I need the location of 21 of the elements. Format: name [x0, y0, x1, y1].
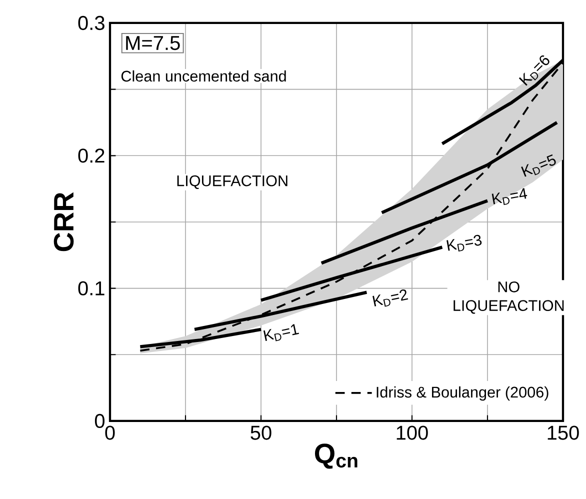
y-tick-label: 0.2	[78, 148, 104, 163]
text: K$_{D}$=3	[446, 234, 482, 252]
x-tick-label: 0	[105, 426, 115, 440]
annotation: M=7.5	[126, 36, 180, 50]
text: K$_{D}$=6	[518, 55, 550, 86]
x-tick-label: 150	[548, 426, 579, 440]
y-tick-label: 0	[94, 414, 104, 428]
text: K$_{D}$=1	[263, 324, 300, 342]
text: K$_{D}$=2	[372, 289, 408, 307]
annotation: Clean uncemented sand	[121, 70, 286, 82]
text: K$_{D}$=4	[492, 188, 528, 205]
y-tick-label: 0.3	[78, 16, 104, 30]
x-tick-label: 100	[396, 426, 428, 440]
legend-label: Idriss & Boulanger (2006)	[376, 386, 548, 401]
x-tick-label: 50	[250, 426, 272, 440]
x-axis-title: Q$_{cn}$	[314, 444, 358, 469]
y-tick-label: 0.1	[78, 281, 104, 296]
annotation: LIQUEFACTION	[177, 175, 288, 189]
text: K$_{D}$=5	[521, 154, 556, 177]
y-axis-title: CRR	[54, 192, 74, 252]
annotation: NO LIQUEFACTION	[454, 281, 564, 314]
